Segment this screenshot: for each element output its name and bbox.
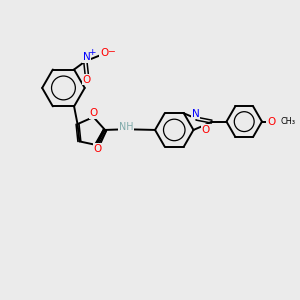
Text: O: O xyxy=(83,75,91,85)
Text: N: N xyxy=(82,52,90,62)
Text: −: − xyxy=(108,46,116,55)
Text: CH₃: CH₃ xyxy=(281,117,296,126)
Text: O: O xyxy=(100,48,108,58)
Text: N: N xyxy=(192,109,200,118)
Text: NH: NH xyxy=(119,122,134,132)
Text: O: O xyxy=(267,117,275,127)
Text: O: O xyxy=(94,144,102,154)
Text: O: O xyxy=(90,108,98,118)
Text: O: O xyxy=(202,124,210,135)
Text: +: + xyxy=(88,48,96,57)
